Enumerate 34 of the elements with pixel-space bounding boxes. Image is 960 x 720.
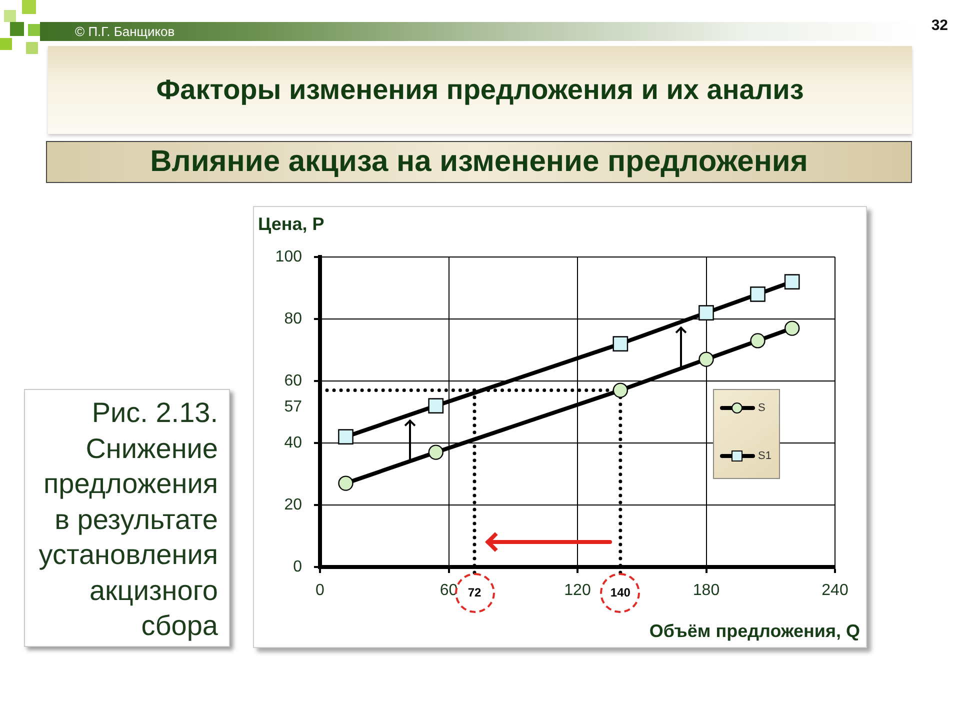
y-tick-label: 40 [284,434,302,452]
point [612,382,628,398]
ref-line-label: 72 [468,585,482,600]
x-tick-label: 180 [692,582,720,600]
x-tick-label: 0 [316,582,325,600]
x-axis-title: Объём предложения, Q [649,620,860,641]
point [338,476,354,491]
point [428,398,444,414]
point [784,320,800,336]
y-tick-label: 60 [284,372,302,390]
point [784,274,800,290]
chart-subtitle: Влияние акциза на изменение предложения [46,141,912,183]
point [338,429,354,444]
ref-line-label: 140 [610,585,631,600]
x-tick-label: 120 [564,582,591,600]
point [428,444,444,460]
point [750,333,766,348]
point [698,305,714,320]
text: © П.Г. Банщиков [75,23,175,41]
y-tick-label: 80 [284,310,302,328]
legend-label: S [758,402,766,414]
point [698,352,714,367]
text: 32 [931,17,948,35]
y-tick-label: 100 [275,248,302,266]
legend-label: S1 [758,450,772,462]
x-tick-label: 240 [822,582,848,600]
ref-line-label: 57 [284,398,302,416]
y-tick-label: 20 [284,496,302,514]
text: Рис. 2.13. Снижение предложения в результате установления акцизного сбора [24,389,230,647]
point [612,336,628,352]
point [750,286,766,302]
y-tick-label: 0 [293,558,302,576]
y-axis-title: Цена, P [258,214,324,234]
chart-title: Факторы изменения предложения и их анализ [48,46,912,134]
